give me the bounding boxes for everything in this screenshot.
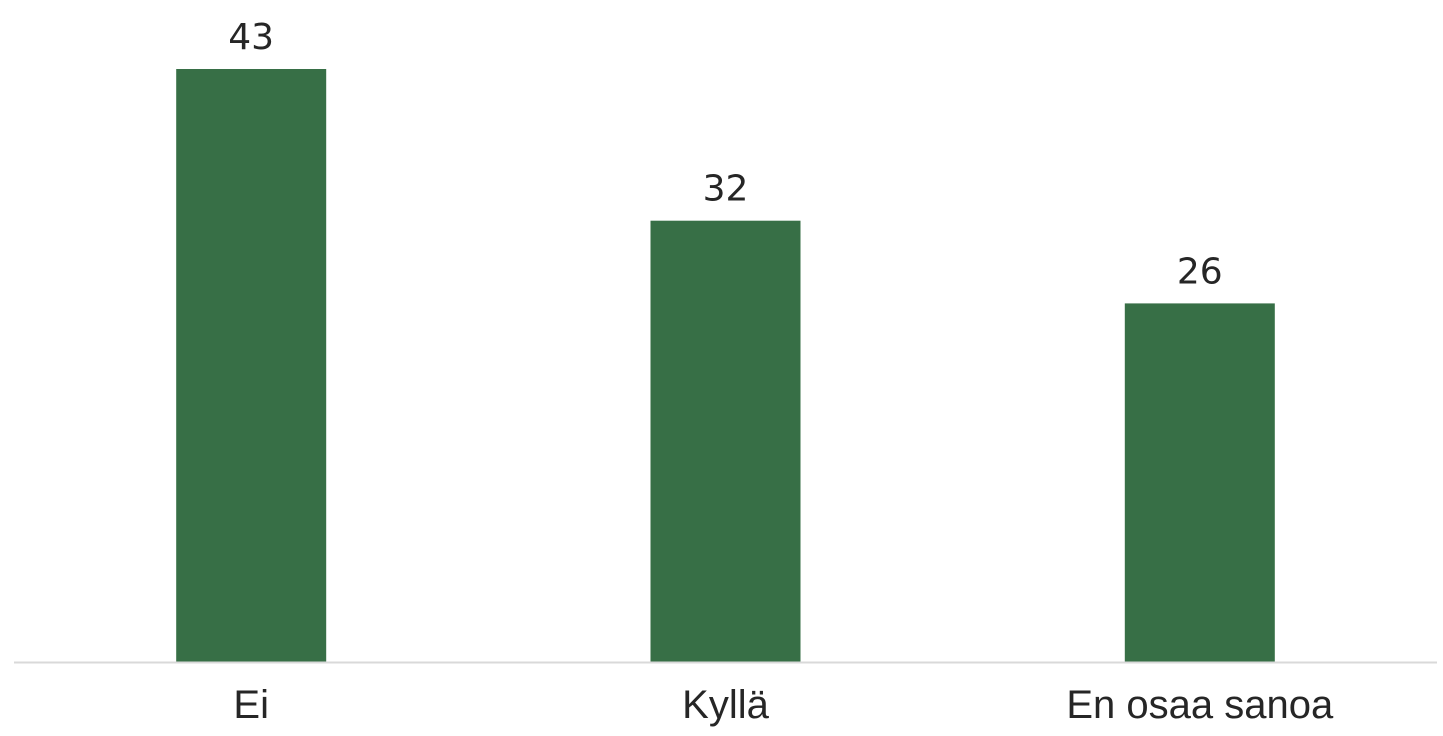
data-label-2: 26 xyxy=(1177,251,1223,292)
bars-group xyxy=(176,69,1275,662)
bar-2 xyxy=(1124,303,1275,662)
x-tick-label-2: En osaa sanoa xyxy=(1066,683,1334,727)
data-labels-group: 43 32 26 xyxy=(228,17,1222,292)
data-label-1: 32 xyxy=(703,169,749,210)
x-tick-label-0: Ei xyxy=(233,683,269,727)
bar-0 xyxy=(176,69,327,662)
bar-1 xyxy=(650,220,801,662)
x-tick-label-1: Kyllä xyxy=(682,683,769,727)
x-tick-labels-group: Ei Kyllä En osaa sanoa xyxy=(233,683,1334,727)
data-label-0: 43 xyxy=(228,17,274,58)
